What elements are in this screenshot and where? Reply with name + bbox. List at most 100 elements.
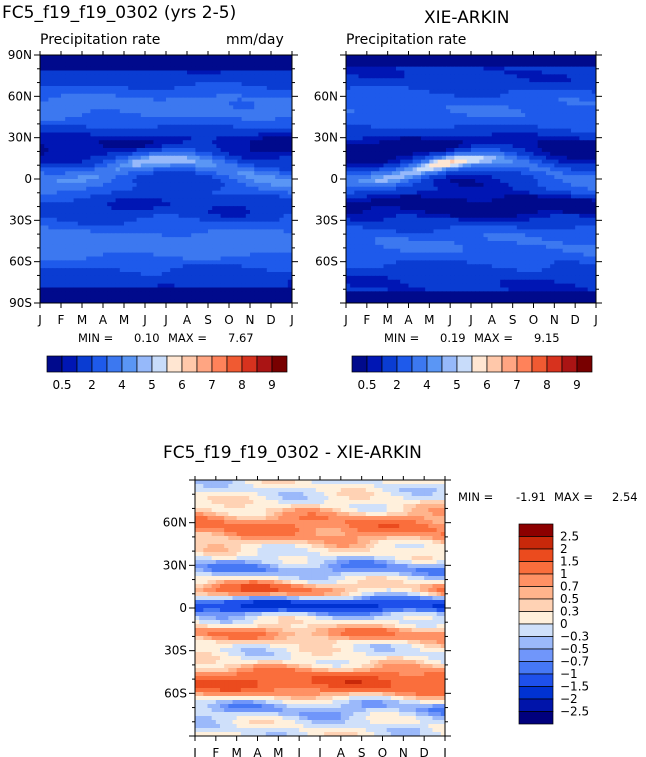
panel1-cell <box>98 120 104 126</box>
panel1-cell <box>182 113 188 118</box>
panel2-cell <box>358 101 364 106</box>
panel1-cell <box>77 186 83 192</box>
panel1-cell <box>115 58 121 64</box>
panel1-cell <box>94 140 100 145</box>
panel1-cell <box>174 244 180 250</box>
panel1-cell <box>140 144 146 149</box>
panel1-cell <box>61 260 66 265</box>
panel1-cell <box>157 182 163 188</box>
panel2-cell <box>471 74 476 79</box>
panel1-cell <box>56 82 62 87</box>
panel1-cell <box>266 233 272 238</box>
panel1-cell <box>237 252 243 258</box>
panel2-cell <box>425 113 430 118</box>
panel1-cell <box>283 89 289 95</box>
panel1-cell <box>140 86 146 91</box>
panel2-cell <box>454 74 460 79</box>
panel1-cell <box>48 175 54 180</box>
panel1-cell <box>56 190 62 196</box>
panel1-cell <box>65 171 70 176</box>
panel1-cell <box>203 78 209 83</box>
panel1-cell <box>241 237 247 242</box>
panel1-cell <box>73 279 79 285</box>
panel1-cell <box>48 148 54 153</box>
panel1-cell <box>115 89 121 95</box>
panel1-cell <box>212 244 217 250</box>
panel1-cell <box>82 221 87 227</box>
panel1-cell <box>44 171 49 176</box>
panel1-cell <box>245 175 251 180</box>
panel2-cell <box>391 78 397 83</box>
panel1-cell <box>178 194 184 199</box>
panel2-cell <box>512 105 518 110</box>
panel2-cell <box>387 101 393 106</box>
panel2-cell <box>529 93 535 99</box>
panel1-cell <box>208 144 213 149</box>
panel1-cell <box>94 175 100 180</box>
panel1-cell <box>283 155 289 161</box>
panel1-cell <box>241 190 247 196</box>
panel1-cell <box>77 217 83 223</box>
panel1-cell <box>258 295 264 300</box>
panel2-cell <box>491 109 497 114</box>
panel1-cell <box>266 268 272 273</box>
panel1-cell <box>216 291 222 296</box>
panel1-cell <box>199 82 205 87</box>
panel1-cell <box>266 241 272 246</box>
panel1-cell <box>182 66 188 72</box>
panel2-cell <box>475 78 480 83</box>
panel1-cell <box>178 66 184 72</box>
panel1-cell <box>103 167 108 172</box>
panel1-cell <box>103 202 108 207</box>
panel1-cell <box>279 159 285 165</box>
panel1-cell <box>90 163 96 168</box>
panel2-cell <box>408 113 414 118</box>
panel1-cell <box>65 148 70 153</box>
panel1-cell <box>254 264 259 269</box>
panel1-cell <box>124 163 129 168</box>
panel2-cell <box>521 97 526 103</box>
panel1-cell <box>245 217 251 223</box>
panel2-cell <box>404 74 410 79</box>
panel1-cell <box>187 198 192 203</box>
panel1-cell <box>149 268 154 273</box>
panel1-cell <box>40 279 45 285</box>
panel2-cell <box>487 55 493 60</box>
panel2-cell <box>454 113 460 118</box>
panel1-cell <box>48 124 54 130</box>
panel1-cell <box>153 233 159 238</box>
panel1-cell <box>161 86 167 91</box>
panel2-cell <box>421 78 426 83</box>
panel1-cell <box>82 97 87 103</box>
panel1-cell <box>94 225 100 230</box>
panel2-cell <box>387 66 393 72</box>
panel1-cell <box>166 283 171 289</box>
panel2-cell <box>412 74 418 79</box>
panel1-cell <box>258 229 264 234</box>
panel1-cell <box>69 89 75 95</box>
panel1-cell <box>266 283 272 289</box>
panel1-cell <box>262 198 268 203</box>
panel2-min-label: MIN = <box>384 331 420 345</box>
panel2-cell <box>562 86 568 91</box>
panel1-cell <box>266 264 272 269</box>
panel1-cell <box>140 179 146 184</box>
panel1-cell <box>203 167 209 172</box>
panel2-cell <box>537 55 543 60</box>
panel1-cell <box>111 58 117 64</box>
panel1-cell <box>275 93 280 99</box>
panel1-cell <box>40 275 45 281</box>
panel1-cell <box>229 198 234 203</box>
panel1-cell <box>178 295 184 300</box>
panel1-cell <box>254 93 259 99</box>
panel1-cell <box>153 82 159 87</box>
panel1-cell <box>73 66 79 72</box>
panel1-cell <box>250 175 255 180</box>
panel2-cell <box>475 109 480 114</box>
panel1-cell <box>258 194 264 199</box>
panel1-cell <box>48 55 54 60</box>
panel1-cell <box>65 233 70 238</box>
panel1-cell <box>262 229 268 234</box>
panel1-cell <box>170 221 175 227</box>
panel2-cell <box>416 66 422 72</box>
